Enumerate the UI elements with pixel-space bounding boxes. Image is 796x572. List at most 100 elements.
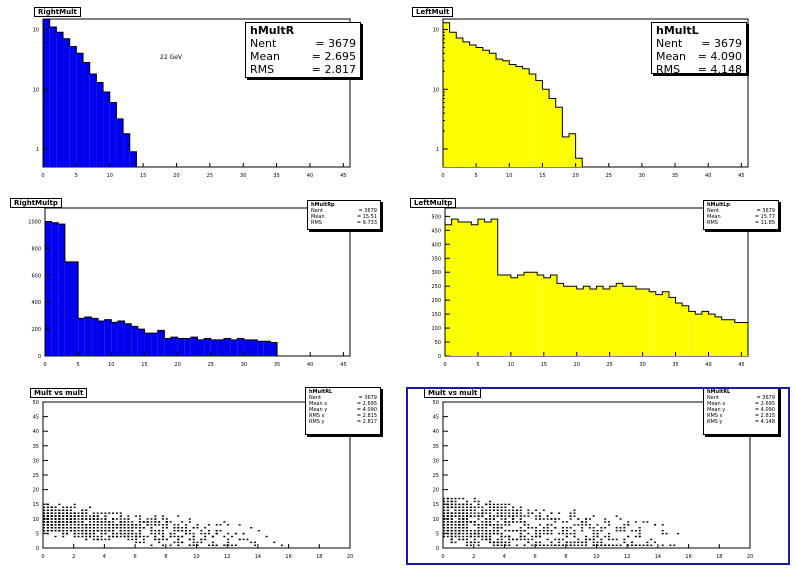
histogram-bin <box>708 314 716 356</box>
histogram-outline <box>442 22 583 167</box>
histogram-bin <box>98 321 105 356</box>
scatter-point <box>177 541 180 544</box>
stats-box[interactable]: hMultLp Nent = 3679 Mean = 15.77 RMS = 11.85 <box>703 200 779 230</box>
histogram-bin <box>701 311 709 356</box>
scatter-point <box>73 521 76 523</box>
stats-value: = 4.148 <box>754 419 775 425</box>
scatter-point <box>100 521 103 523</box>
scatter-point <box>515 544 518 546</box>
scatter-point <box>554 527 557 529</box>
scatter-point <box>538 515 541 517</box>
stats-box[interactable]: hMultL Nent = 3679 Mean = 4.090 RMS = 4.148 <box>651 22 747 76</box>
stats-row: Nent = 3679 <box>656 37 742 50</box>
scatter-point <box>112 535 115 538</box>
stats-name: hMultLp <box>707 202 730 208</box>
scatter-point <box>584 535 587 538</box>
scatter-point <box>161 544 164 546</box>
scatter-point <box>500 515 503 517</box>
scatter-point <box>50 509 53 511</box>
scatter-point <box>89 506 92 509</box>
scatter-point <box>608 544 611 546</box>
stats-box[interactable]: hMultRL Nent = 3679 Mean x = 2.695 Mean y = 4.… <box>305 387 381 435</box>
pad-right-mult[interactable]: 0 5 10 15 20 25 30 35 40 45 1 10 10 RightMult 22 GeV… <box>0 0 398 190</box>
scatter-point <box>127 538 130 541</box>
scatter-point <box>69 509 72 511</box>
scatter-point <box>454 503 457 506</box>
x-tick-label: 15 <box>140 173 146 179</box>
scatter-point <box>519 535 522 538</box>
scatter-point <box>462 506 465 509</box>
scatter-point <box>496 515 499 517</box>
scatter-point <box>92 521 95 523</box>
scatter-point <box>608 535 611 538</box>
scatter-point <box>519 515 522 517</box>
scatter-point <box>77 521 80 523</box>
scatter-point <box>77 512 80 514</box>
scatter-point <box>508 503 511 506</box>
scatter-point <box>535 515 538 517</box>
x-tick-label: 0 <box>43 362 46 368</box>
scatter-point <box>450 503 453 506</box>
scatter-point <box>481 506 484 509</box>
scatter-point <box>496 529 499 532</box>
scatter-point <box>85 512 88 514</box>
histogram-bin <box>76 53 84 167</box>
scatter-point <box>481 515 484 517</box>
histogram-bin <box>217 339 225 356</box>
scatter-point <box>515 538 518 541</box>
stats-box[interactable]: hMultR Nent = 3679 Mean = 2.695 RMS = 2.817 <box>245 22 361 78</box>
scatter-point <box>66 521 69 523</box>
scatter-point <box>85 535 88 538</box>
scatter-point <box>135 535 138 538</box>
pad-mult-vs-mult-2[interactable]: 0 2 4 6 8 10 12 14 16 18 20 0 5 10 15 20 25 30 35 40 45 50 Mu… <box>398 382 796 572</box>
scatter-point <box>611 538 614 541</box>
histogram-bin <box>575 158 583 167</box>
histogram-bin <box>129 151 137 167</box>
scatter-point <box>43 521 45 523</box>
scatter-point <box>546 515 549 517</box>
x-tick-label: 15 <box>141 362 147 368</box>
scatter-point <box>96 535 99 538</box>
scatter-point <box>108 538 111 541</box>
scatter-point <box>43 524 45 526</box>
scatter-point <box>443 535 445 538</box>
scatter-point <box>496 527 499 529</box>
stats-row: RMS y = 2.817 <box>309 419 377 425</box>
stats-row: Nent = 3679 <box>250 37 356 50</box>
scatter-point <box>604 535 607 538</box>
scatter-point <box>489 538 492 541</box>
scatter-point <box>600 541 603 544</box>
scatter-point <box>569 544 572 546</box>
x-tick-label: 40 <box>705 173 711 179</box>
pad-right-multp[interactable]: 0 5 10 15 20 25 30 35 40 45 0 200 400 600 800 1000 Righ… <box>0 190 398 380</box>
scatter-point <box>446 535 449 538</box>
histogram-bin <box>83 62 90 167</box>
scatter-point <box>234 532 237 535</box>
scatter-point <box>188 532 191 535</box>
scatter-point <box>104 518 107 520</box>
stats-row: RMS y = 4.148 <box>707 419 775 425</box>
scatter-point <box>112 524 115 526</box>
histogram-bin <box>530 272 538 356</box>
stats-value: = 2.695 <box>754 401 775 407</box>
scatter-point <box>500 538 503 541</box>
scatter-point <box>519 506 522 509</box>
scatter-point <box>446 529 449 532</box>
histogram-bin <box>78 318 85 356</box>
stats-box[interactable]: hMultRp Nent = 3679 Mean = 15.51 RMS = 9.733 <box>307 200 381 230</box>
pad-left-mult[interactable]: 0 5 10 15 20 25 30 35 40 45 1 10 10 LeftMult hMultL N… <box>398 0 796 190</box>
pad-left-multp[interactable]: 0 5 10 15 20 25 30 35 40 45 0 50 100 150 200 250 300 350 4… <box>398 190 796 380</box>
scatter-point <box>161 524 164 526</box>
stats-row: RMS = 9.733 <box>311 220 377 226</box>
scatter-point <box>508 521 511 523</box>
pad-mult-vs-mult-1[interactable]: 0 2 4 6 8 10 12 14 16 18 20 0 5 10 15 20 25 30 35 40 45 50 Mu… <box>0 382 398 572</box>
stats-box[interactable]: hMultRL Nent = 3679 Mean x = 2.695 Mean y = 4.… <box>703 387 779 435</box>
histogram-bin <box>649 291 656 356</box>
scatter-point <box>196 524 199 526</box>
scatter-point <box>138 524 141 526</box>
scatter-point <box>50 527 53 529</box>
scatter-point <box>131 535 134 538</box>
stats-name: hMultRL <box>309 389 333 395</box>
histogram-bin <box>224 338 231 356</box>
scatter-point <box>443 515 445 517</box>
